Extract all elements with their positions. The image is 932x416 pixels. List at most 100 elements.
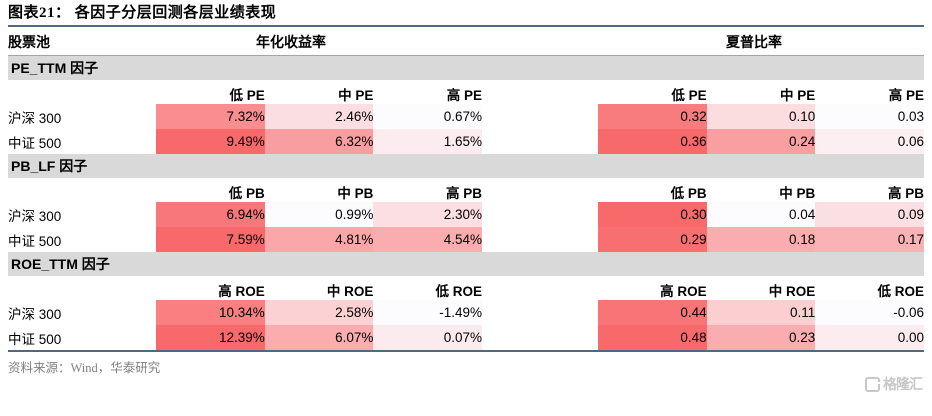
cell-sharpe: 0.10	[706, 104, 816, 129]
cell-annual-return: 10.34%	[156, 300, 265, 325]
column-header-sharpe: 高 ROE	[660, 284, 707, 299]
column-header-return: 中 PB	[337, 186, 374, 201]
table-row: 沪深 300 10.34% 2.58% -1.49% 0.44 0.11 -0.06	[8, 300, 924, 325]
table-row: 中证 500 12.39% 6.07% 0.07% 0.48 0.23 0.00	[8, 325, 924, 350]
column-header-sharpe: 中 PB	[779, 186, 816, 201]
column-header-sharpe: 低 PB	[670, 186, 707, 201]
cell-gap	[482, 227, 599, 252]
row-label-pool: 中证 500	[8, 325, 157, 350]
figure-title-row: 图表21： 各因子分层回测各层业绩表现	[8, 0, 924, 25]
column-header-sharpe: 中 PE	[780, 88, 816, 103]
group-header: 股票池 年化收益率 夏普比率	[8, 27, 924, 55]
table-row: 沪深 300 6.94% 0.99% 2.30% 0.30 0.04 0.09	[8, 202, 924, 227]
table-header-row: 低 PB 中 PB 高 PB 低 PB 中 PB 高 PB	[8, 178, 924, 202]
cell-annual-return: 9.49%	[156, 129, 265, 154]
factor-band-label: PE_TTM 因子	[11, 60, 99, 76]
cell-sharpe: 0.23	[706, 325, 816, 350]
table-header-row: 高 ROE 中 ROE 低 ROE 高 ROE 中 ROE 低 ROE	[8, 276, 924, 300]
table-header-row: 低 PE 中 PE 高 PE 低 PE 中 PE 高 PE	[8, 80, 924, 104]
row-label-pool: 中证 500	[8, 129, 157, 154]
cell-annual-return: 7.59%	[156, 227, 265, 252]
cell-annual-return: 1.65%	[373, 129, 482, 154]
row-label-pool: 沪深 300	[8, 300, 157, 325]
header-gap	[482, 80, 599, 104]
factor-table: 低 PB 中 PB 高 PB 低 PB 中 PB 高 PB 沪深 300 6.94% 0.99%…	[8, 178, 924, 252]
header-pool-blank	[8, 80, 156, 104]
row-label-pool: 中证 500	[8, 227, 157, 252]
cell-sharpe: 0.09	[815, 202, 924, 227]
watermark-label: 格隆汇	[883, 376, 923, 392]
cell-sharpe: 0.03	[815, 104, 924, 129]
cell-annual-return: 2.58%	[264, 300, 374, 325]
column-header-return: 中 ROE	[326, 284, 374, 299]
cell-sharpe: 0.04	[706, 202, 816, 227]
column-header-return: 低 ROE	[435, 284, 482, 299]
factor-band-label: ROE_TTM 因子	[11, 256, 110, 272]
page-title: 图表21： 各因子分层回测各层业绩表现	[8, 5, 277, 21]
column-group-pool: 股票池	[8, 36, 50, 51]
table-row: 中证 500 7.59% 4.81% 4.54% 0.29 0.18 0.17	[8, 227, 924, 252]
column-header-return: 低 PE	[229, 88, 265, 103]
cell-sharpe: 0.36	[598, 129, 707, 154]
column-header-return: 高 PB	[445, 186, 482, 201]
cell-sharpe: 0.00	[815, 325, 924, 350]
cell-annual-return: 6.07%	[264, 325, 374, 350]
cell-gap	[482, 202, 599, 227]
column-header-sharpe: 低 PE	[671, 88, 707, 103]
row-label-pool: 沪深 300	[8, 104, 157, 129]
source-note: 资料来源：Wind，华泰研究	[8, 361, 161, 375]
cell-gap	[482, 129, 599, 154]
cell-sharpe: 0.11	[706, 300, 816, 325]
cell-sharpe: 0.48	[598, 325, 707, 350]
header-gap	[482, 276, 599, 300]
column-header-return: 中 PE	[338, 88, 374, 103]
column-header-return: 高 PE	[446, 88, 482, 103]
footer-rule	[8, 350, 924, 352]
factor-table: 低 PE 中 PE 高 PE 低 PE 中 PE 高 PE 沪深 300 7.32% 2.46%…	[8, 80, 924, 154]
cell-sharpe: -0.06	[815, 300, 924, 325]
factor-band: ROE_TTM 因子	[8, 252, 924, 276]
watermark: 格隆汇	[865, 374, 923, 394]
column-header-sharpe: 中 ROE	[768, 284, 816, 299]
column-header-sharpe: 低 ROE	[877, 284, 924, 299]
column-header-return: 高 ROE	[218, 284, 265, 299]
cell-annual-return: 6.94%	[156, 202, 265, 227]
cell-annual-return: 0.99%	[264, 202, 374, 227]
cell-annual-return: 12.39%	[156, 325, 265, 350]
cell-annual-return: 2.30%	[373, 202, 482, 227]
cell-annual-return: 0.67%	[373, 104, 482, 129]
column-header-sharpe: 高 PE	[888, 88, 924, 103]
table-row: 沪深 300 7.32% 2.46% 0.67% 0.32 0.10 0.03	[8, 104, 924, 129]
column-group-sharpe: 夏普比率	[726, 36, 782, 51]
cell-annual-return: 4.54%	[373, 227, 482, 252]
cell-gap	[482, 104, 599, 129]
cell-annual-return: 4.81%	[264, 227, 374, 252]
cell-sharpe: 0.18	[706, 227, 816, 252]
group-header-rule	[8, 55, 924, 56]
cell-sharpe: 0.30	[598, 202, 707, 227]
cell-annual-return: -1.49%	[373, 300, 482, 325]
header-gap	[482, 178, 599, 202]
factor-band-label: PB_LF 因子	[11, 158, 88, 174]
factor-blocks: PE_TTM 因子低 PE 中 PE 高 PE 低 PE 中 PE 高 PE 沪深 300 7…	[8, 56, 924, 350]
header-pool-blank	[8, 178, 156, 202]
factor-band: PE_TTM 因子	[8, 56, 924, 80]
cell-gap	[482, 300, 599, 325]
cell-sharpe: 0.06	[815, 129, 924, 154]
header-pool-blank	[8, 276, 156, 300]
cell-annual-return: 6.32%	[264, 129, 374, 154]
factor-table: 高 ROE 中 ROE 低 ROE 高 ROE 中 ROE 低 ROE 沪深 300 10.3…	[8, 276, 924, 350]
cell-sharpe: 0.24	[706, 129, 816, 154]
column-header-sharpe: 高 PB	[887, 186, 924, 201]
cell-sharpe: 0.17	[815, 227, 924, 252]
logo-icon	[865, 376, 880, 392]
cell-annual-return: 2.46%	[264, 104, 374, 129]
column-group-annual-return: 年化收益率	[256, 36, 326, 51]
cell-sharpe: 0.44	[598, 300, 707, 325]
cell-annual-return: 0.07%	[373, 325, 482, 350]
row-label-pool: 沪深 300	[8, 202, 157, 227]
table-row: 中证 500 9.49% 6.32% 1.65% 0.36 0.24 0.06	[8, 129, 924, 154]
cell-sharpe: 0.32	[598, 104, 707, 129]
cell-annual-return: 7.32%	[156, 104, 265, 129]
